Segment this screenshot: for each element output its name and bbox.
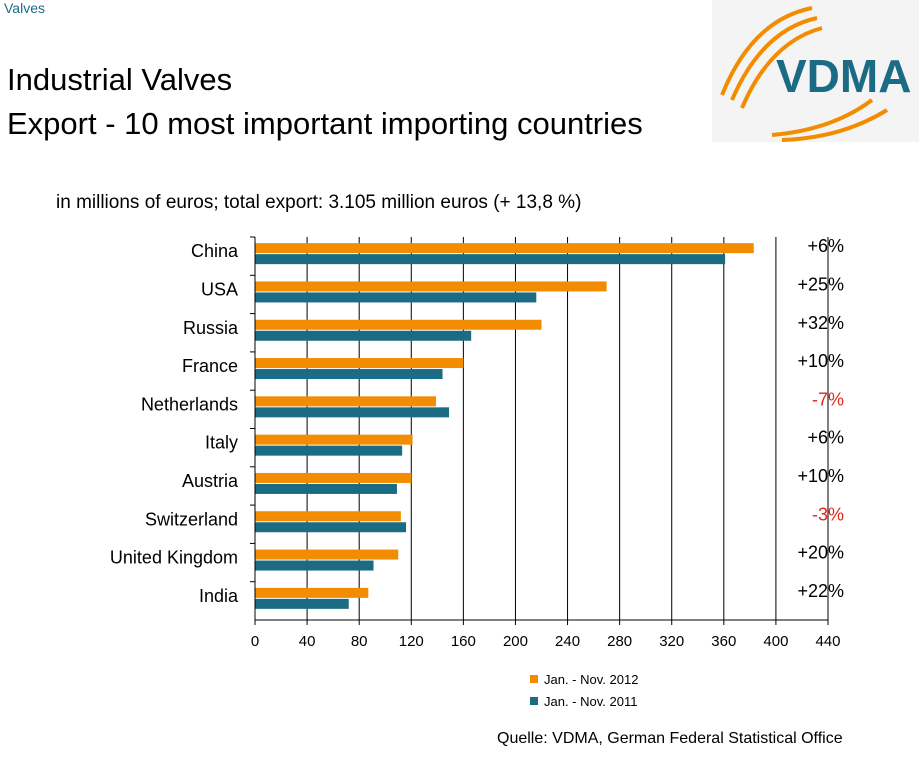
bar-2012-russia <box>255 319 542 330</box>
category-label: Austria <box>182 471 239 491</box>
change-label: +25% <box>797 274 844 294</box>
x-tick-label: 400 <box>763 633 788 650</box>
breadcrumb: Valves <box>4 0 45 16</box>
bar-2012-united-kingdom <box>255 549 399 560</box>
legend-label-2012: Jan. - Nov. 2012 <box>544 671 639 687</box>
page-title: Industrial Valves Export - 10 most impor… <box>7 58 643 146</box>
bar-2011-austria <box>255 483 397 494</box>
bar-2012-usa <box>255 281 607 292</box>
legend-item-2012: Jan. - Nov. 2012 <box>530 668 638 690</box>
bar-2012-italy <box>255 434 413 445</box>
change-label: +20% <box>797 543 844 563</box>
x-tick-label: 240 <box>555 633 580 650</box>
category-label: France <box>182 356 238 376</box>
category-label: China <box>191 241 239 261</box>
bar-2012-austria <box>255 472 412 483</box>
source-note: Quelle: VDMA, German Federal Statistical… <box>497 730 843 747</box>
bar-2011-china <box>255 254 726 265</box>
title-line-1: Industrial Valves <box>7 62 233 97</box>
category-label: Russia <box>183 318 239 338</box>
category-label: Italy <box>205 433 238 453</box>
category-label: India <box>199 586 239 606</box>
change-label: +6% <box>807 428 844 448</box>
legend: Jan. - Nov. 2012 Jan. - Nov. 2011 <box>530 668 638 712</box>
legend-item-2011: Jan. - Nov. 2011 <box>530 690 638 712</box>
category-label: Netherlands <box>141 394 238 414</box>
bar-2011-italy <box>255 445 403 456</box>
x-tick-label: 80 <box>351 633 368 650</box>
bar-2012-france <box>255 358 464 369</box>
bar-2011-india <box>255 598 349 609</box>
legend-label-2011: Jan. - Nov. 2011 <box>544 693 638 709</box>
change-label: +32% <box>797 313 844 333</box>
category-label: Switzerland <box>145 509 238 529</box>
change-label: +10% <box>797 351 844 371</box>
change-label: +6% <box>807 236 844 256</box>
bars <box>255 243 754 609</box>
x-tick-label: 40 <box>299 633 316 650</box>
bar-2011-usa <box>255 292 537 303</box>
x-tick-label: 320 <box>659 633 684 650</box>
x-tick-label: 120 <box>399 633 424 650</box>
x-tick-label: 200 <box>503 633 528 650</box>
change-label: +22% <box>797 581 844 601</box>
bar-2012-india <box>255 587 369 598</box>
vdma-logo: VDMA <box>712 0 919 142</box>
legend-swatch-2012 <box>530 675 538 683</box>
x-tick-label: 0 <box>251 633 259 650</box>
change-label: +10% <box>797 466 844 486</box>
change-label: -3% <box>812 504 844 524</box>
bar-2011-united-kingdom <box>255 560 374 571</box>
bar-2011-russia <box>255 330 472 341</box>
x-tick-label: 280 <box>607 633 632 650</box>
labels: 0 40 80 120 160 200 240 280 320 360 400 440 China +6%… <box>110 236 844 650</box>
chart-subtitle: in millions of euros; total export: 3.10… <box>56 192 582 213</box>
title-line-2: Export - 10 most important importing cou… <box>7 106 643 141</box>
change-label: -7% <box>812 389 844 409</box>
bar-2011-netherlands <box>255 407 450 418</box>
axes <box>250 236 829 625</box>
bar-2012-china <box>255 243 754 254</box>
legend-swatch-2011 <box>530 697 538 705</box>
bar-2011-switzerland <box>255 522 407 533</box>
category-label: USA <box>201 279 238 299</box>
logo-text: VDMA <box>776 50 911 102</box>
category-label: United Kingdom <box>110 548 238 568</box>
bar-2012-netherlands <box>255 396 437 407</box>
bar-2012-switzerland <box>255 511 401 522</box>
bar-2011-france <box>255 369 443 380</box>
x-tick-label: 360 <box>711 633 736 650</box>
x-tick-label: 160 <box>451 633 476 650</box>
x-tick-label: 440 <box>815 633 840 650</box>
